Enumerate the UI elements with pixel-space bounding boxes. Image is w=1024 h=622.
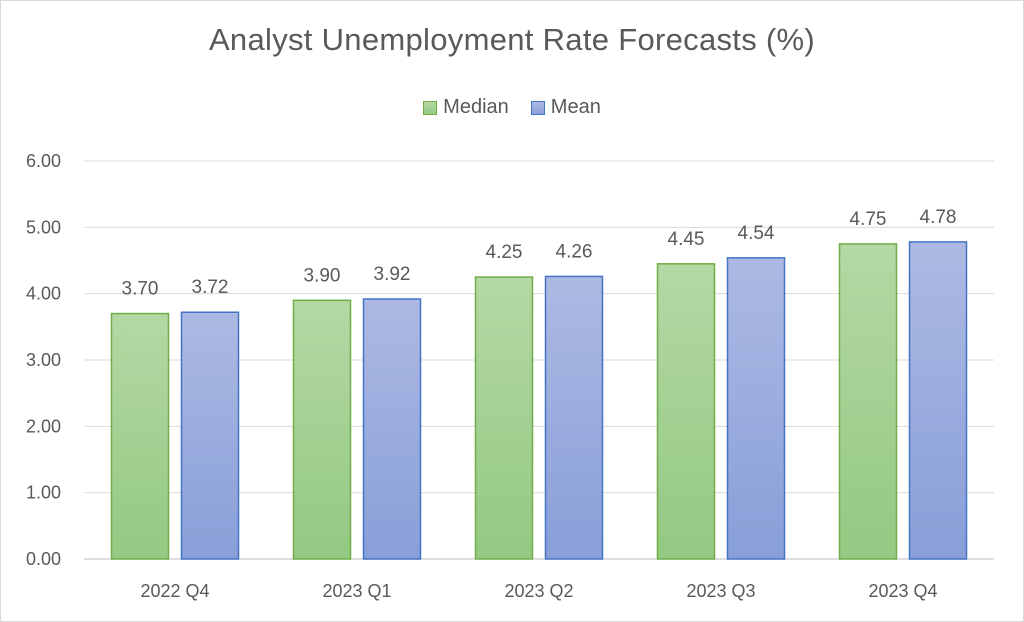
- bar-median: [110, 312, 170, 560]
- data-label-mean: 4.78: [920, 207, 957, 228]
- bar-mean: [362, 298, 422, 560]
- data-label-median: 4.25: [486, 242, 523, 263]
- x-tick-label: 2023 Q2: [504, 581, 573, 601]
- data-label-median: 4.75: [850, 209, 887, 230]
- y-tick-label: 0.00: [26, 549, 61, 569]
- legend-swatch-median: [423, 100, 438, 115]
- bar-mean: [908, 241, 968, 560]
- y-tick-label: 6.00: [26, 151, 61, 171]
- legend-item-median: Median: [423, 96, 509, 119]
- bar-median: [474, 276, 534, 560]
- legend-item-mean: Mean: [530, 96, 601, 119]
- bar-median: [656, 263, 716, 560]
- chart-legend: Median Mean: [0, 96, 1024, 119]
- y-tick-label: 3.00: [26, 350, 61, 370]
- data-label-median: 3.70: [122, 279, 159, 300]
- bar-median: [838, 243, 898, 560]
- x-tick-label: 2023 Q1: [322, 581, 391, 601]
- y-tick-label: 2.00: [26, 416, 61, 436]
- x-tick-label: 2023 Q3: [686, 581, 755, 601]
- bar-mean: [544, 275, 604, 560]
- y-tick-label: 4.00: [26, 284, 61, 304]
- data-label-mean: 4.54: [738, 223, 775, 244]
- data-label-mean: 3.92: [374, 264, 411, 285]
- x-tick-label: 2023 Q4: [868, 581, 937, 601]
- data-label-median: 4.45: [668, 229, 705, 250]
- bar-median: [292, 299, 352, 560]
- y-tick-label: 5.00: [26, 217, 61, 237]
- chart-title: Analyst Unemployment Rate Forecasts (%): [208, 22, 816, 57]
- bar-mean: [180, 311, 240, 560]
- legend-swatch-mean: [530, 100, 545, 115]
- legend-label-mean: Mean: [550, 96, 601, 118]
- data-label-median: 3.90: [304, 265, 341, 286]
- y-tick-label: 1.00: [26, 483, 61, 503]
- legend-label-median: Median: [443, 96, 509, 118]
- bar-mean: [726, 257, 786, 560]
- data-label-mean: 4.26: [556, 241, 593, 262]
- x-tick-label: 2022 Q4: [140, 581, 209, 601]
- data-label-mean: 3.72: [192, 277, 229, 298]
